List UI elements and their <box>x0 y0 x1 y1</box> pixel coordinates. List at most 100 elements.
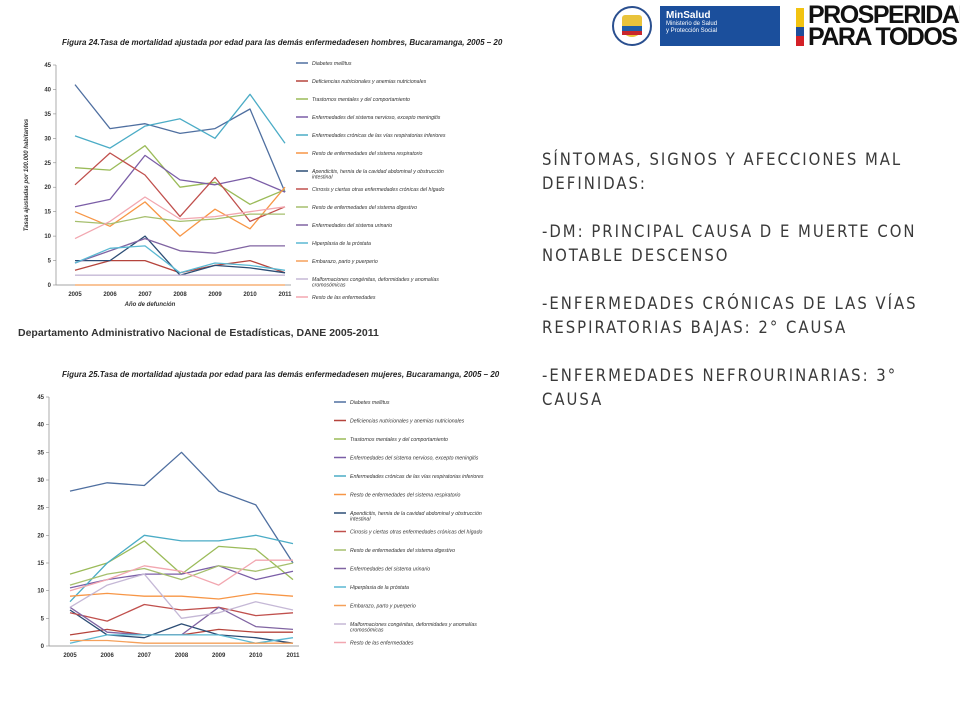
series-line <box>74 213 285 225</box>
finding-respiratory: -ENFERMEDADES CRÓNICAS DE LAS VÍAS RESPI… <box>542 294 918 337</box>
prosperidad-line-2: PARA TODOS <box>808 23 958 51</box>
minsalud-title: MinSalud <box>666 10 711 21</box>
legend-label: Enfermedades del sistema nervioso, excep… <box>312 115 441 121</box>
legend-label: Cirrosis y ciertas otras enfermedades cr… <box>350 530 482 536</box>
series-line <box>74 154 286 208</box>
series-line <box>74 259 286 274</box>
legend-label: Enfermedades crónicas de las vías respir… <box>312 133 446 139</box>
x-tick-label: 2005 <box>63 653 77 659</box>
chart-2-title: Figura 25.Tasa de mortalidad ajustada po… <box>62 370 500 379</box>
x-tick-label: 2011 <box>286 653 300 659</box>
legend-label: Enfermedades del sistema urinario <box>312 223 392 229</box>
y-tick-label: 45 <box>37 395 44 401</box>
legend-label: Hiperplasia de la próstata <box>312 241 371 247</box>
legend-label: Enfermedades crónicas de las vías respir… <box>350 474 484 480</box>
minsalud-logo: MinSalud Ministerio de Salud y Protecció… <box>660 6 780 46</box>
legend-label: Trastornos mentales y del comportamiento <box>350 437 448 443</box>
legend-label: Hiperplasia de la próstata <box>350 585 409 591</box>
finding-heading: SÍNTOMAS, SIGNOS Y AFECCIONES MAL DEFINI… <box>542 150 903 193</box>
y-tick-label: 35 <box>37 450 44 456</box>
finding-diabetes: -DM: PRINCIPAL CAUSA D E MUERTE CON NOTA… <box>542 222 917 265</box>
series-line <box>74 196 286 240</box>
x-tick-label: 2006 <box>103 292 117 298</box>
series-line <box>69 562 294 586</box>
legend-label: Resto de las enfermedades <box>350 641 414 647</box>
finding-nephrourinary: -ENFERMEDADES NEFROURINARIAS: 3° CAUSA <box>542 366 898 409</box>
y-tick-label: 5 <box>41 616 45 622</box>
x-axis-label: Año de defunción <box>124 302 176 308</box>
legend-label: Cirrosis y ciertas otras enfermedades cr… <box>312 187 444 193</box>
chart-1: 0 5 10 15 20 25 30 35 40 45 2005 2006 2007 2008 2009 20… <box>24 61 446 308</box>
x-tick-label: 2009 <box>212 653 226 659</box>
legend-label: Resto de enfermedades del sistema respir… <box>350 493 461 499</box>
legend-label: Enfermedades del sistema urinario <box>350 567 430 573</box>
series-line <box>70 639 293 644</box>
legend-label: Malformaciones congénitas, deformidades … <box>312 277 439 289</box>
minsalud-subtitle-1: Ministerio de Salud <box>666 21 718 27</box>
series-line <box>69 573 294 619</box>
legend-label: Deficiencias nutricionales y anemias nut… <box>350 419 465 425</box>
legend-label: Apendicitis, hernia de la cavidad abdomi… <box>349 511 482 523</box>
y-tick-label: 10 <box>44 234 51 240</box>
series-line <box>74 152 286 223</box>
x-tick-label: 2007 <box>138 653 152 659</box>
x-tick-label: 2009 <box>208 292 222 298</box>
x-tick-label: 2005 <box>68 292 82 298</box>
x-tick-label: 2011 <box>278 292 292 298</box>
colombia-flag-icon <box>796 8 804 46</box>
series-line <box>69 451 294 564</box>
prosperidad-logo: PROSPERIDAD PARA TODOS <box>808 3 960 51</box>
y-tick-label: 10 <box>37 589 44 595</box>
y-tick-label: 30 <box>44 136 51 142</box>
legend-label: Enfermedades del sistema nervioso, excep… <box>350 456 479 462</box>
y-tick-label: 40 <box>44 87 51 93</box>
header-logos: MinSalud Ministerio de Salud y Protecció… <box>600 3 960 52</box>
x-tick-label: 2010 <box>249 653 263 659</box>
series-line <box>69 603 294 622</box>
y-tick-label: 0 <box>41 644 45 650</box>
y-tick-label: 40 <box>37 423 44 429</box>
x-tick-label: 2010 <box>243 292 257 298</box>
legend-label: Malformaciones congénitas, deformidades … <box>350 622 477 634</box>
chart-1-title: Figura 24.Tasa de mortalidad ajustada po… <box>62 38 503 47</box>
y-tick-label: 25 <box>37 506 44 512</box>
y-tick-label: 35 <box>44 112 51 118</box>
series-line <box>74 245 286 274</box>
legend-label: Resto de las enfermedades <box>312 295 376 301</box>
series-line <box>69 565 294 589</box>
series-line <box>74 84 286 193</box>
legend-label: Resto de enfermedades del sistema respir… <box>312 151 423 157</box>
series-line <box>75 235 286 276</box>
series-line <box>69 634 294 644</box>
y-tick-label: 20 <box>37 533 44 539</box>
x-tick-label: 2008 <box>175 653 189 659</box>
series-line <box>74 145 286 205</box>
y-tick-label: 45 <box>44 63 51 69</box>
y-tick-label: 20 <box>44 185 51 191</box>
legend-label: Embarazo, parto y puerperio <box>350 604 416 610</box>
x-tick-label: 2007 <box>138 292 152 298</box>
findings-text: SÍNTOMAS, SIGNOS Y AFECCIONES MAL DEFINI… <box>542 148 947 436</box>
minsalud-subtitle-2: y Protección Social <box>666 28 718 34</box>
y-tick-label: 25 <box>44 161 51 167</box>
series-line <box>74 93 286 149</box>
y-tick-label: 0 <box>48 283 52 289</box>
x-tick-label: 2008 <box>173 292 187 298</box>
series-line <box>69 592 294 600</box>
y-axis-label: Tasas ajustadas por 100.000 habitantes <box>24 118 30 231</box>
y-tick-label: 15 <box>37 561 44 567</box>
x-tick-label: 2006 <box>100 653 114 659</box>
legend-label: Diabetes mellitus <box>350 400 390 406</box>
colombia-seal-icon <box>612 6 652 46</box>
legend-label: Trastornos mentales y del comportamiento <box>312 97 410 103</box>
legend-label: Resto de enfermedades del sistema digest… <box>312 205 417 211</box>
series-line <box>74 186 286 237</box>
series-line <box>69 534 294 603</box>
y-tick-label: 30 <box>37 478 44 484</box>
legend-label: Deficiencias nutricionales y anemias nut… <box>312 79 427 85</box>
series-line <box>69 559 293 592</box>
y-tick-label: 5 <box>48 259 52 265</box>
legend-label: Resto de enfermedades del sistema digest… <box>350 548 455 554</box>
series-line <box>74 237 285 264</box>
legend-label: Embarazo, parto y puerperio <box>312 259 378 265</box>
